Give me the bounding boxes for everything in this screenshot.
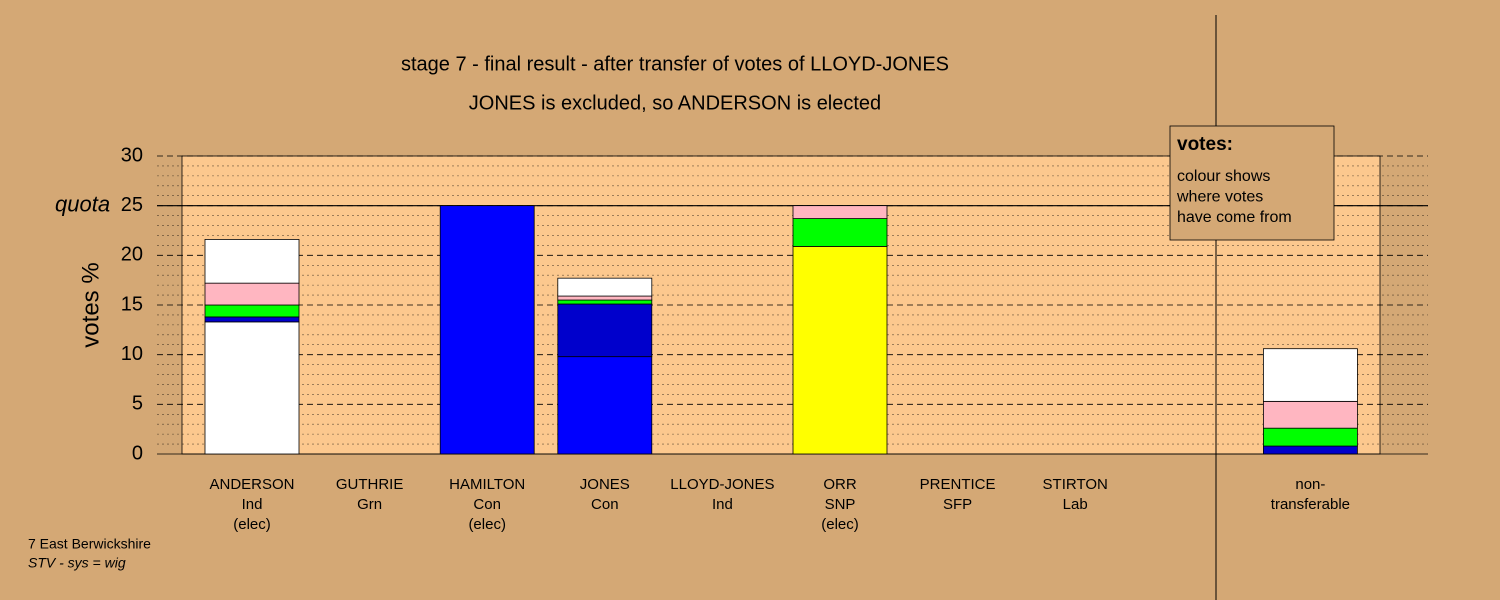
x-tick-label: Lab <box>1063 496 1088 513</box>
x-tick-label: JONES <box>580 476 630 493</box>
bar-segment <box>557 277 653 297</box>
chart-subtitle: JONES is excluded, so ANDERSON is electe… <box>469 92 881 114</box>
bar-segment <box>1263 445 1358 455</box>
bar-segment <box>792 205 888 219</box>
y-tick-label: 15 <box>121 293 143 315</box>
bar-segment <box>792 218 888 247</box>
bar-segment <box>557 295 653 301</box>
x-tick-label: Grn <box>357 496 382 513</box>
x-tick-label: Con <box>591 496 619 513</box>
y-axis-label: votes % <box>77 262 104 347</box>
y-tick-label: 30 <box>121 144 143 166</box>
x-tick-label: GUTHRIE <box>336 476 404 493</box>
x-tick-label: STIRTON <box>1043 476 1108 493</box>
note-line: where votes <box>1176 189 1263 206</box>
note-line: have come from <box>1177 209 1292 226</box>
footnote: 7 East Berwickshire <box>28 536 151 552</box>
x-tick-label: (elec) <box>468 516 506 533</box>
bar-segment <box>204 304 300 318</box>
bar-segment <box>792 245 888 455</box>
bar-segment <box>204 321 300 455</box>
quota-label: quota <box>55 191 110 216</box>
x-tick-label: PRENTICE <box>920 476 996 493</box>
bar-segment <box>204 282 300 306</box>
bar-segment <box>1263 400 1358 429</box>
note-box <box>1169 125 1335 241</box>
y-tick-label: 5 <box>132 393 143 415</box>
x-tick-label: LLOYD-JONES <box>670 476 774 493</box>
note-title: votes: <box>1177 134 1233 155</box>
bar-segment <box>557 303 653 358</box>
x-tick-label: transferable <box>1271 496 1350 513</box>
footnote: STV - sys = wig <box>28 555 126 571</box>
x-tick-label: ORR <box>823 476 857 493</box>
x-tick-label: SFP <box>943 496 972 513</box>
bar-segment <box>1263 427 1358 447</box>
x-tick-label: Ind <box>242 496 263 513</box>
bar-segment <box>439 205 535 455</box>
y-tick-label: 10 <box>121 343 143 365</box>
bar-segment <box>1263 348 1358 402</box>
bar-segment <box>557 299 653 305</box>
bar-segment <box>204 316 300 323</box>
x-tick-label: (elec) <box>821 516 859 533</box>
x-tick-label: Con <box>473 496 501 513</box>
y-tick-label: 20 <box>121 244 143 266</box>
y-tick-label: 0 <box>132 442 143 464</box>
x-tick-label: SNP <box>825 496 856 513</box>
x-tick-label: (elec) <box>233 516 271 533</box>
chart-title: stage 7 - final result - after transfer … <box>401 53 949 75</box>
bar-segment <box>557 356 653 455</box>
note-line: colour shows <box>1177 168 1270 185</box>
x-tick-label: ANDERSON <box>209 476 294 493</box>
x-tick-label: Ind <box>712 496 733 513</box>
x-tick-label: HAMILTON <box>449 476 525 493</box>
y-tick-label: 25 <box>121 194 143 216</box>
x-tick-label: non- <box>1295 476 1325 493</box>
bar-segment <box>204 239 300 284</box>
